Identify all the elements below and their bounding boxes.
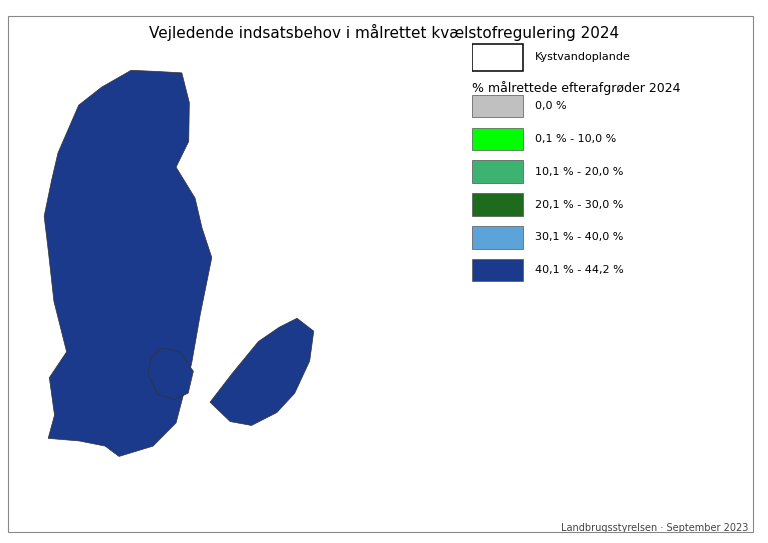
- Text: 30,1 % - 40,0 %: 30,1 % - 40,0 %: [535, 232, 623, 242]
- Text: 10,1 % - 20,0 %: 10,1 % - 20,0 %: [535, 167, 623, 176]
- Text: 20,1 % - 30,0 %: 20,1 % - 30,0 %: [535, 199, 623, 210]
- Polygon shape: [148, 348, 194, 400]
- Polygon shape: [45, 70, 212, 457]
- Text: 0,0 %: 0,0 %: [535, 101, 567, 111]
- Text: % målrettede efterafgrøder 2024: % målrettede efterafgrøder 2024: [472, 81, 680, 95]
- Polygon shape: [210, 318, 313, 426]
- FancyBboxPatch shape: [472, 226, 524, 249]
- FancyBboxPatch shape: [472, 259, 524, 281]
- Text: 0,1 % - 10,0 %: 0,1 % - 10,0 %: [535, 134, 616, 144]
- Text: Landbrugsstyrelsen · September 2023: Landbrugsstyrelsen · September 2023: [561, 523, 749, 533]
- Text: 40,1 % - 44,2 %: 40,1 % - 44,2 %: [535, 265, 624, 275]
- FancyBboxPatch shape: [472, 94, 524, 117]
- Text: Kystvandoplande: Kystvandoplande: [535, 53, 631, 62]
- FancyBboxPatch shape: [472, 193, 524, 216]
- FancyBboxPatch shape: [472, 44, 524, 71]
- FancyBboxPatch shape: [472, 161, 524, 183]
- FancyBboxPatch shape: [472, 128, 524, 150]
- Text: Vejledende indsatsbehov i målrettet kvælstofregulering 2024: Vejledende indsatsbehov i målrettet kvæl…: [149, 24, 619, 41]
